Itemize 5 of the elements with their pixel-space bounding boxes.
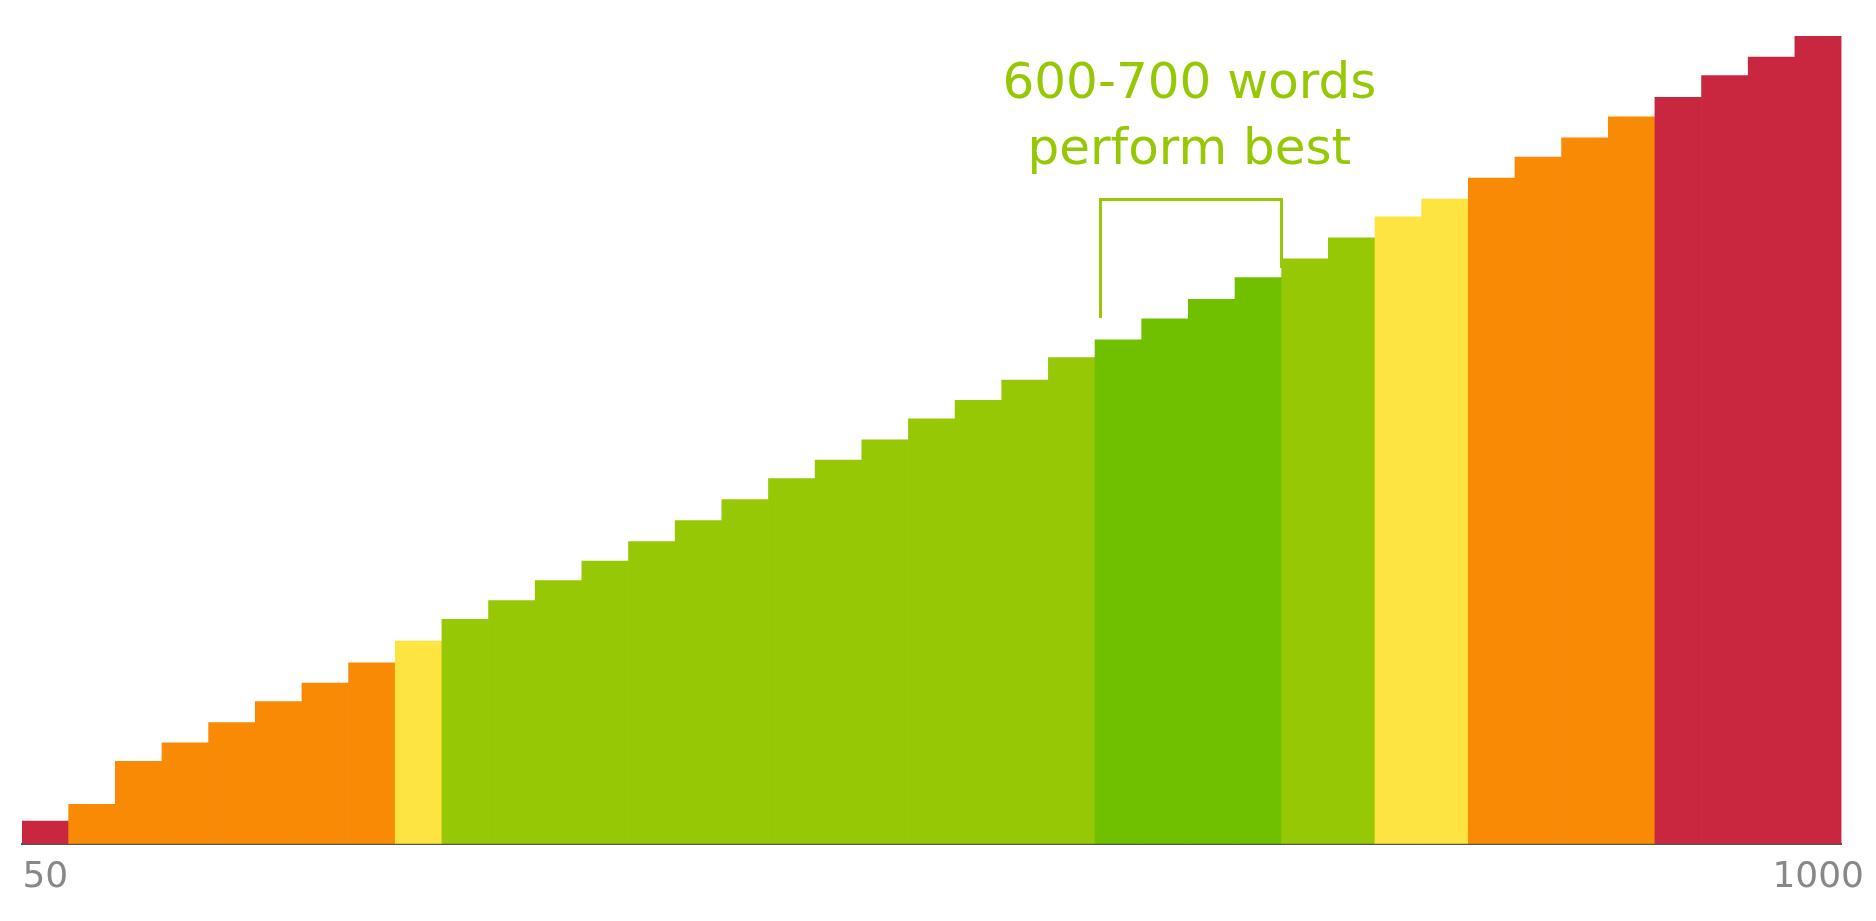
x-tick-label: 50 xyxy=(22,853,69,895)
bar xyxy=(22,820,69,844)
bar xyxy=(394,640,443,844)
annotation: 600-700 words perform best xyxy=(1001,50,1378,178)
x-tick-label: 1000 xyxy=(1772,853,1864,895)
